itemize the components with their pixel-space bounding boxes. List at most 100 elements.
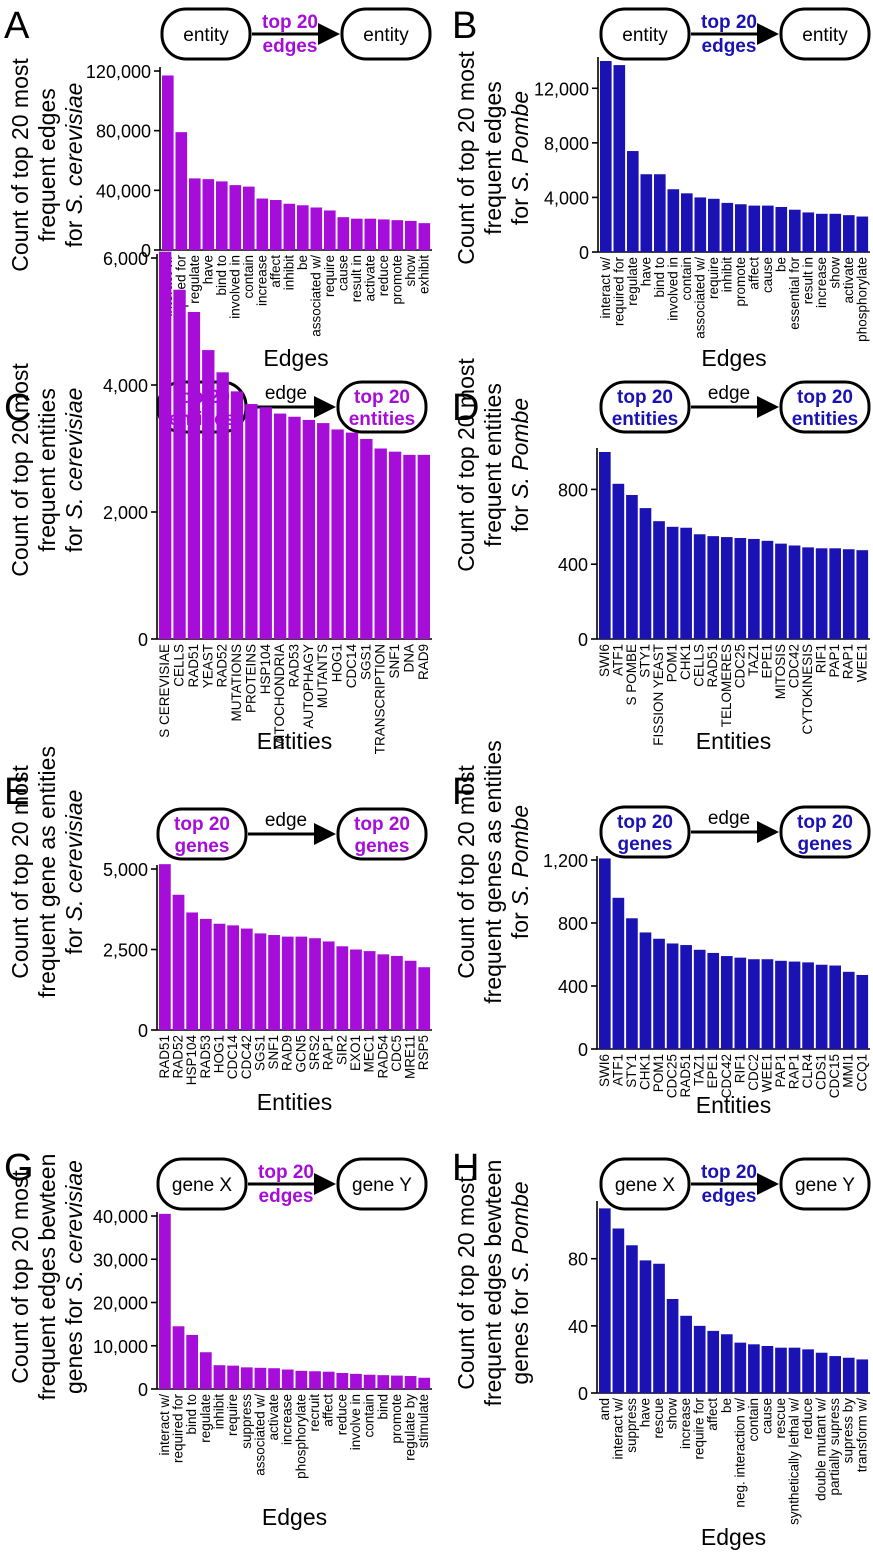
bar-e-17 [391,955,403,1030]
x-tick-label-h-10: neg. interaction w/ [732,1398,747,1508]
x-tick-label-a-13: cause [335,255,350,291]
bar-a-11 [310,207,323,250]
bar-d-2 [626,495,638,639]
panel-letter-b: B [452,5,477,47]
bar-e-19 [418,967,431,1030]
diagram-arrow-label2-a: edges [263,36,318,57]
bar-h-2 [626,1245,638,1393]
x-tick-label-c-8: MITOCHONDRIA [272,644,287,750]
y-axis-label-h: Count of top 20 mostfrequent edges bewte… [453,1160,533,1407]
x-tick-label-b-16: increase [814,257,829,308]
bar-f-11 [748,959,760,1049]
x-tick-label-e-13: SIR2 [334,1035,349,1065]
x-tick-label-f-1: ATF1 [610,1054,625,1086]
bar-b-19 [856,216,869,252]
y-tick-label-b-3: 12,000 [534,79,589,99]
y-tick-label-c-2: 4,000 [103,376,148,396]
bar-g-0 [159,1213,171,1389]
y-axis-species-a: S. cerevisiae [61,83,87,215]
x-tick-label-e-18: MRE11 [403,1035,418,1079]
bar-c-0 [159,251,172,639]
x-tick-label-g-8: activate [266,1394,281,1441]
x-axis-label-c: Entities [257,728,332,754]
diagram-node-right-d [779,380,871,434]
x-tick-label-g-7: associated w/ [252,1394,267,1476]
y-axis-species-f: S. Pombe [507,805,533,906]
diagram-node-right-h [779,1157,871,1211]
y-axis-label-line-1-h: Count of top 20 most [453,1176,479,1390]
bar-f-8 [707,952,720,1049]
bar-e-5 [227,925,239,1030]
y-axis-label-line-2-c: frequent entities [34,388,60,552]
bar-a-13 [337,217,350,250]
y-tick-label-b-1: 4,000 [544,188,589,208]
x-tick-label-g-0: interact w/ [157,1394,172,1456]
x-tick-label-f-14: RAP1 [787,1054,802,1089]
y-axis-label-line-3-b: for S. Pombe [507,91,533,225]
bar-g-9 [281,1369,294,1389]
x-tick-label-h-0: and [597,1398,612,1421]
x-tick-label-c-10: AUTOPHAGY [301,644,316,729]
bar-e-6 [240,928,253,1030]
x-tick-label-c-0: S CEREVISIAE [157,644,172,738]
diagram-node-right-b [779,7,871,61]
bar-d-14 [788,545,801,639]
diagram-node-right-line1-f: top 20 [797,812,853,833]
x-tick-label-d-3: STY1 [637,644,652,678]
bar-c-7 [259,407,272,639]
panel-letter-a: A [4,5,30,47]
x-tick-label-a-2: regulate [187,255,202,304]
x-tick-label-f-7: TAZ1 [692,1054,707,1086]
bar-a-19 [418,223,431,250]
y-axis-label-line-2-e: frequent gene as entities [34,746,60,998]
y-tick-label-g-3: 30,000 [93,1250,148,1270]
x-tick-label-b-14: essential for [787,257,802,330]
bar-f-14 [788,961,801,1049]
y-axis-species-g: S. cerevisiae [61,1160,87,1292]
bar-f-13 [775,960,787,1049]
x-tick-label-e-16: RAD54 [375,1035,390,1079]
x-tick-label-c-2: RAD51 [186,644,201,688]
x-tick-label-h-3: have [637,1398,652,1427]
bar-c-15 [374,448,387,639]
bar-f-9 [720,956,733,1049]
bar-e-18 [404,960,417,1030]
bar-b-14 [789,209,801,252]
x-tick-label-g-16: bind [375,1394,390,1420]
bar-h-1 [612,1228,625,1393]
diagram-arrowhead-d [757,396,779,418]
x-tick-label-f-11: CDC2 [746,1054,761,1091]
x-tick-label-g-12: affect [321,1394,336,1427]
diagram-arrow-label2-g: edges [259,1186,314,1207]
bar-g-15 [363,1374,376,1389]
x-tick-label-d-16: RIF1 [814,644,829,673]
bar-h-5 [666,1299,679,1393]
x-tick-label-a-3: have [200,255,215,284]
x-tick-label-d-19: WEE1 [854,644,869,682]
bar-b-18 [843,215,855,252]
x-tick-label-c-13: CDC14 [344,644,359,689]
y-axis-label-line-3-a: for S. cerevisiae [61,83,87,248]
y-axis-label-line-3-e: for S. cerevisiae [61,790,87,955]
x-tick-label-d-8: RAD51 [705,644,720,688]
x-tick-label-f-3: CHK1 [637,1054,652,1090]
bar-a-3 [202,179,215,250]
bar-h-11 [748,1344,760,1393]
bar-c-12 [331,429,344,639]
bar-c-1 [173,289,186,639]
x-axis-label-a: Edges [263,345,328,371]
y-tick-label-f-0: 0 [578,1040,588,1060]
diagram-arrow-label-c: edge [265,383,307,404]
bar-g-1 [172,1326,185,1389]
bar-e-2 [186,912,199,1030]
y-tick-label-d-2: 800 [558,480,588,500]
y-axis-label-line-1-g: Count of top 20 most [7,1170,33,1384]
x-tick-label-a-10: be [295,255,310,270]
x-tick-label-e-2: HSP104 [184,1035,199,1086]
bar-c-4 [216,372,229,639]
x-tick-label-f-18: MMI1 [841,1054,856,1088]
y-tick-label-h-0: 0 [578,1384,588,1404]
bar-a-10 [297,205,309,250]
diagram-node-left-label-h: gene X [615,1175,676,1196]
